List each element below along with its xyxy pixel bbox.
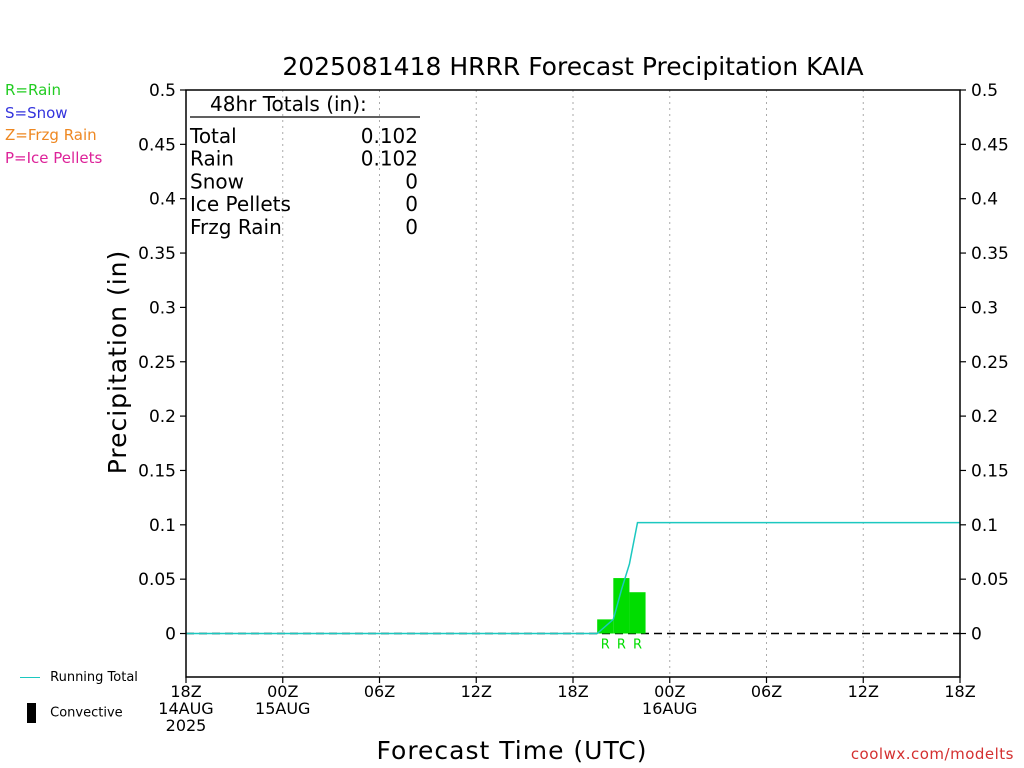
x-tick-label: 15AUG bbox=[255, 699, 310, 718]
y-tick-label: 0.35 bbox=[138, 244, 176, 264]
y-tick-label: 0.45 bbox=[138, 135, 176, 155]
totals-row-value: 0.102 bbox=[361, 147, 418, 171]
y-tick-label-right: 0.35 bbox=[971, 244, 1009, 264]
precip-type-legend-item: Z=Frzg Rain bbox=[5, 126, 97, 144]
y-tick-label: 0.25 bbox=[138, 353, 176, 373]
totals-rows: Total 0.102 Rain 0.102 Snow 0 Ice Pellets 0 Frzg… bbox=[189, 124, 418, 239]
totals-row-label: Total bbox=[189, 124, 237, 148]
x-tick-label: 16AUG bbox=[642, 699, 697, 718]
y-tick-label-right: 0.2 bbox=[971, 407, 998, 427]
running-total-legend: Running Total bbox=[20, 670, 138, 685]
totals-row-label: Ice Pellets bbox=[190, 192, 291, 216]
vertical-gridlines bbox=[282, 90, 864, 677]
y-tick-label: 0.3 bbox=[149, 298, 176, 318]
precip-type-label: R bbox=[601, 638, 610, 653]
y-tick-label-right: 0.25 bbox=[971, 353, 1009, 373]
x-tick-label: 2025 bbox=[166, 716, 207, 735]
y-tick-label-right: 0.1 bbox=[971, 516, 998, 536]
x-tick-label: 18Z bbox=[557, 682, 588, 701]
site-credit: coolwx.com/modelts bbox=[850, 745, 1014, 763]
y-tick-label: 0.2 bbox=[149, 407, 176, 427]
y-tick-label: 0.15 bbox=[138, 461, 176, 481]
totals-row-value: 0.102 bbox=[361, 124, 418, 148]
y-tick-label-right: 0.4 bbox=[971, 190, 998, 210]
y-tick-label-right: 0.3 bbox=[971, 298, 998, 318]
x-tick-label: 12Z bbox=[461, 682, 492, 701]
totals-row-value: 0 bbox=[405, 215, 418, 239]
convective-legend: Convective bbox=[27, 703, 123, 723]
y-tick-label-right: 0.45 bbox=[971, 135, 1009, 155]
running-total-swatch bbox=[20, 677, 40, 678]
convective-swatch bbox=[27, 703, 36, 723]
x-tick-label: 06Z bbox=[751, 682, 782, 701]
y-tick-label: 0 bbox=[165, 625, 176, 645]
x-tick-label: 12Z bbox=[848, 682, 879, 701]
y-tick-label-right: 0.5 bbox=[971, 81, 998, 101]
chart-title: 2025081418 HRRR Forecast Precipitation K… bbox=[282, 52, 863, 81]
precip-bars bbox=[597, 578, 646, 634]
totals-row-value: 0 bbox=[405, 192, 418, 216]
totals-row-label: Frzg Rain bbox=[190, 215, 282, 239]
y-tick-label: 0.05 bbox=[138, 570, 176, 590]
precip-type-legend-item: P=Ice Pellets bbox=[5, 148, 103, 167]
convective-label: Convective bbox=[50, 705, 123, 721]
precip-type-legend-item: S=Snow bbox=[5, 103, 68, 122]
precip-bar bbox=[629, 592, 646, 634]
precip-type-label: R bbox=[617, 638, 626, 653]
totals-box: 48hr Totals (in): Total 0.102 Rain 0.102 Sno… bbox=[189, 92, 420, 239]
running-total-label: Running Total bbox=[50, 670, 138, 685]
y-tick-label: 0.1 bbox=[149, 516, 176, 536]
y-tick-label-right: 0.15 bbox=[971, 461, 1009, 481]
totals-row-value: 0 bbox=[405, 169, 418, 193]
x-axis-title: Forecast Time (UTC) bbox=[377, 736, 648, 765]
x-tick-label: 18Z bbox=[170, 682, 201, 701]
x-tick-label: 00Z bbox=[654, 682, 685, 701]
y-tick-label-right: 0 bbox=[971, 625, 982, 645]
x-tick-label: 18Z bbox=[944, 682, 975, 701]
x-tick-label: 14AUG bbox=[158, 699, 213, 718]
y-tick-label: 0.5 bbox=[149, 81, 176, 101]
x-tick-label: 06Z bbox=[364, 682, 395, 701]
totals-row-label: Snow bbox=[190, 169, 244, 193]
precip-type-label: R bbox=[633, 638, 642, 653]
y-axis-right: 0 0.05 0.1 0.15 0.2 0.25 0.3 0.35 0.4 0.45 0.5 bbox=[960, 81, 1009, 645]
totals-heading: 48hr Totals (in): bbox=[210, 92, 367, 116]
running-total-line bbox=[186, 521, 960, 635]
precip-bar bbox=[613, 578, 630, 634]
precip-type-legend-item: R=Rain bbox=[5, 81, 61, 99]
y-axis-left: 0 0.05 0.1 0.15 0.2 0.25 0.3 0.35 0.4 0.45 0.5 bbox=[138, 81, 186, 645]
y-tick-label-right: 0.05 bbox=[971, 570, 1009, 590]
y-axis-title: Precipitation (in) bbox=[103, 250, 132, 475]
totals-row-label: Rain bbox=[190, 147, 234, 171]
x-tick-label: 00Z bbox=[267, 682, 298, 701]
y-tick-label: 0.4 bbox=[149, 190, 176, 210]
